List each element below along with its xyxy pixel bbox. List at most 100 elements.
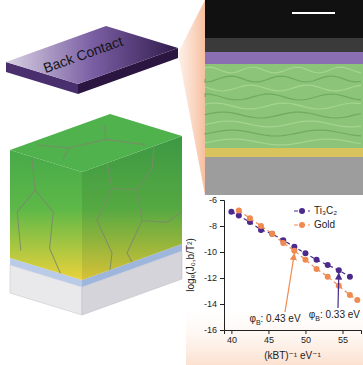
legend: Ti₃C₂ Gold [294,205,337,230]
annotation: φB: 0.33 eV [309,309,361,322]
sem-texture [205,76,361,82]
tick-mark [220,304,224,305]
legend-label: Ti₃C₂ [314,205,337,216]
tick: -10 [204,247,224,257]
sem-texture [205,130,361,136]
tick-mark [342,330,343,334]
tick: -12 [204,273,224,283]
annotation-arrow [337,273,339,308]
data-point [302,257,308,263]
axis-line [220,201,225,331]
grain-boundary [69,139,145,148]
sem-texture [205,139,361,145]
sem-absorber-layer [205,64,363,150]
annotation: φB: 0.43 eV [249,313,301,326]
data-point [347,274,353,280]
tick-mark [305,330,306,334]
grain-boundary [127,221,142,262]
tick: -8 [209,221,224,231]
data-point [236,213,242,219]
tick-mark [220,226,224,227]
y-axis: -6 -8 -10 -12 -14 -16 [204,195,225,335]
data-point [302,250,308,256]
tick-label: -14 [204,299,217,309]
grain-boundary [97,163,112,270]
tick: 55 [338,330,348,345]
series-line [231,212,349,277]
tick-label: -12 [204,273,217,283]
data-point [258,223,264,229]
device-schematic: Back Contact [6,0,205,315]
data-point [314,266,320,272]
data-point [314,257,320,263]
tick-mark [231,330,232,334]
chart: 40 45 50 55 -6 -8 -10 -12 -14 -16 (kBT)⁻¹ eV⁻¹ logₑ… [185,195,363,365]
tick-mark [220,252,224,253]
tick-mark [220,278,224,279]
grain-boundary [32,157,61,274]
legend-marker [299,208,305,214]
series-line [239,210,357,300]
tick: 45 [264,330,274,345]
absorber-top [10,114,182,172]
sem-texture [205,121,361,127]
data-point [325,262,331,268]
sem-scale-bar [292,12,335,14]
data-point [236,207,242,213]
tick-label: -10 [204,247,217,257]
sem-back-contact-layer [205,52,363,65]
grain-boundary [104,126,106,140]
tick-label: 40 [227,335,237,345]
data-point [336,267,342,273]
annotation-part: : 0.33 eV [320,309,360,320]
sem-texture [205,85,361,91]
data-point [228,209,234,215]
legend-label: Gold [314,219,335,230]
figure: Back Contact 40 45 50 55 -6 -8 -10 -12 -14 -16 (kBT… [0,0,363,365]
tick: 50 [301,330,311,345]
back-contact-top [6,26,178,84]
chart-glow [186,300,363,365]
grain-boundary [112,146,154,190]
grain-boundary [137,190,182,222]
annotation-part: : 0.43 eV [261,313,301,324]
x-axis-title: (kBT)⁻¹ eV⁻¹ [264,350,321,361]
x-axis: 40 45 50 55 [225,330,362,345]
tick-label: 55 [338,335,348,345]
sem-electrode-layer [205,148,363,158]
annotation-arrow [285,254,294,312]
tick: 40 [227,330,237,345]
figure-svg: Back Contact 40 45 50 55 -6 -8 -10 -12 -14 -16 (kBT… [0,0,363,365]
tick-label: -16 [204,325,217,335]
data-point [347,292,353,298]
sem-top-layer [205,38,363,54]
zoom-beam [178,0,205,195]
absorber-left [10,150,82,280]
y-axis-title: logₑ(J₀,b/T²) [185,238,196,291]
sem-background [205,0,363,195]
legend-marker [299,222,305,228]
data-point [247,215,253,221]
sem-texture [205,103,361,109]
tick-label: -8 [209,221,217,231]
grain-boundary [17,190,35,250]
data-point [354,297,360,303]
sem-substrate [205,157,363,195]
sem-texture [205,67,361,73]
data-point [280,240,286,246]
tick-label: -6 [209,195,217,205]
sem-texture [205,112,361,118]
tick-mark [220,200,224,201]
tick: -16 [204,325,224,335]
data-point [269,231,275,237]
tick-label: 50 [301,335,311,345]
tick: -14 [204,299,224,309]
tick: -6 [209,195,224,205]
sem-image [205,0,363,195]
tick-mark [220,330,224,331]
data-point [291,248,297,254]
axis-line [225,331,362,335]
data-point [269,231,275,237]
chart-background [186,195,363,365]
schematic-label: Back Contact [41,33,125,76]
